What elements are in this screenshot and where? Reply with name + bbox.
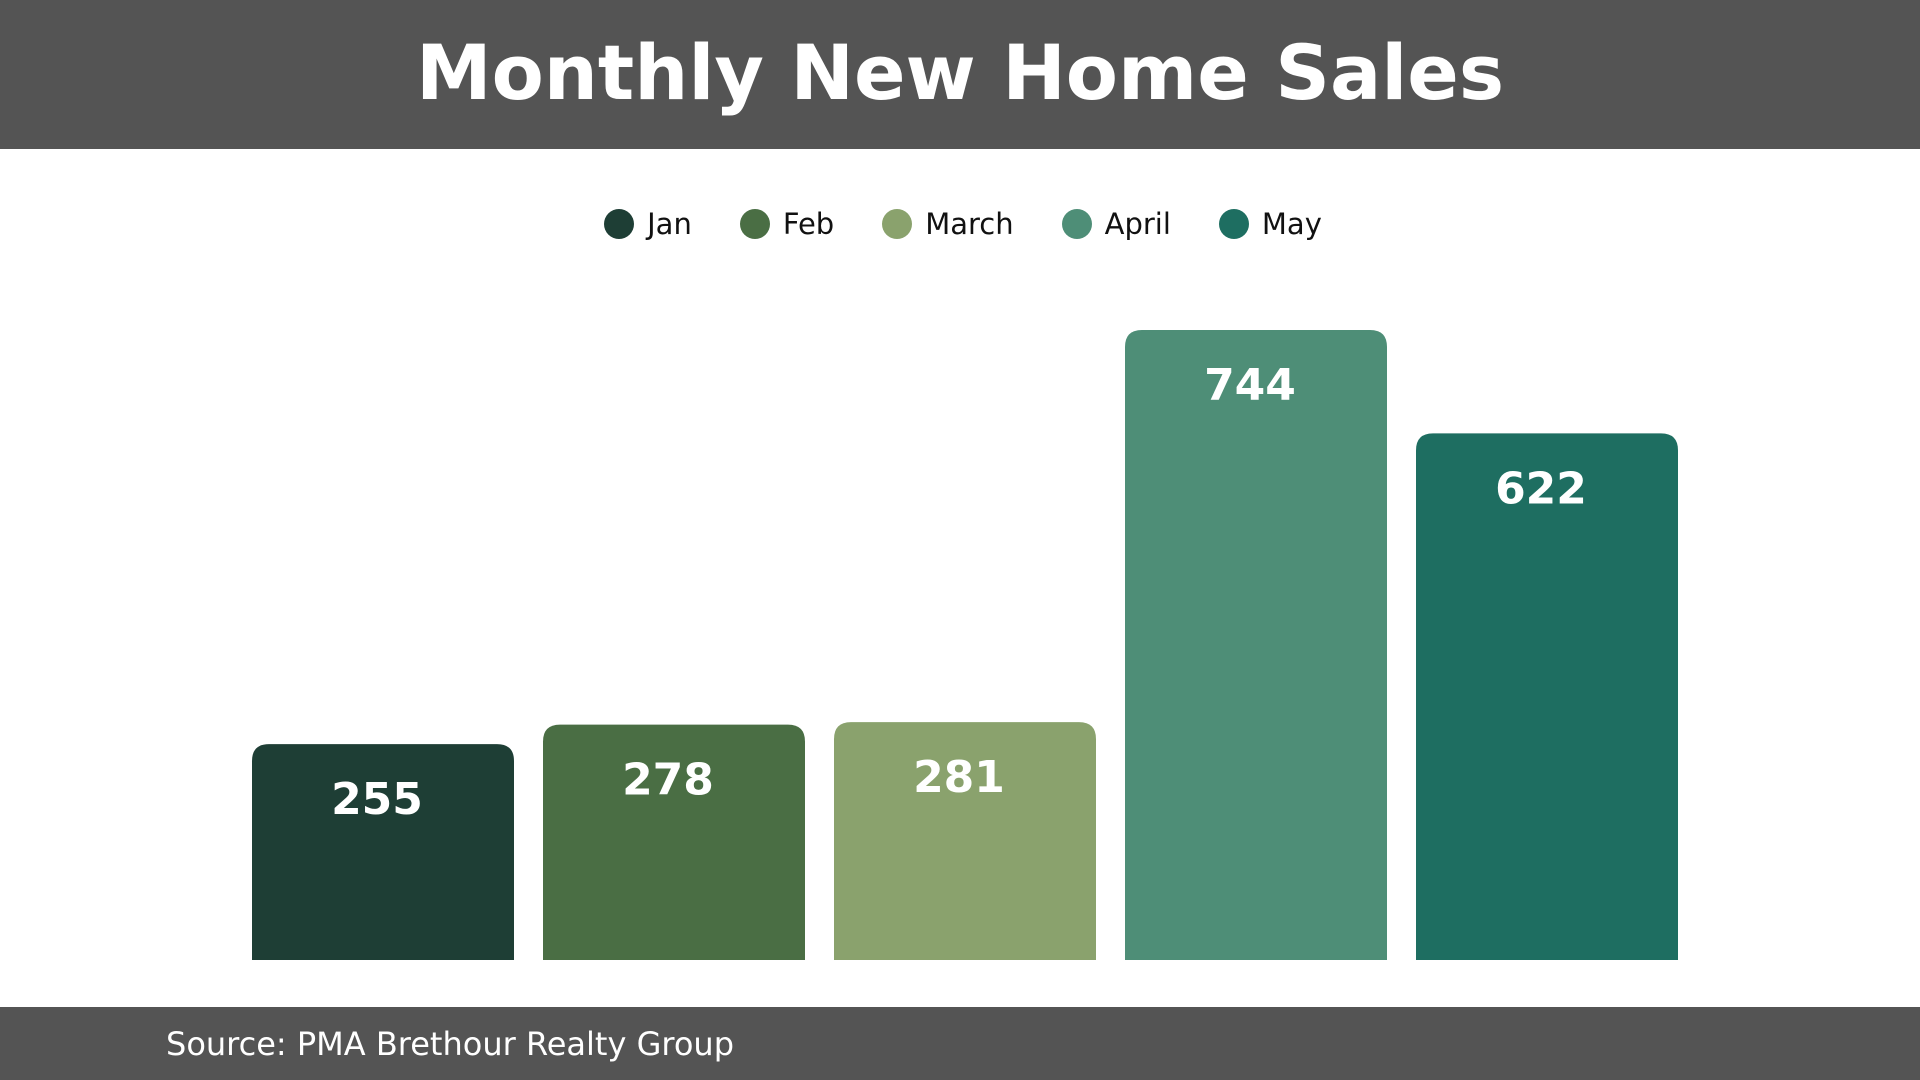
- legend-item-april: April: [1056, 207, 1171, 241]
- legend-label-feb: Feb: [782, 207, 835, 241]
- chart-title: Monthly New Home Sales: [415, 28, 1505, 117]
- legend-item-march: March: [876, 207, 1014, 241]
- legend-label-may: May: [1261, 207, 1322, 241]
- legend-swatch-april: [1061, 209, 1092, 239]
- bar-feb: [543, 724, 805, 960]
- data-label-feb: 278: [622, 755, 714, 806]
- legend-item-jan: Jan: [598, 207, 692, 241]
- data-label-april: 744: [1204, 360, 1296, 411]
- bar-jan: [252, 744, 514, 960]
- legend-item-feb: Feb: [734, 207, 834, 241]
- bar-march: [834, 722, 1096, 960]
- data-label-may: 622: [1495, 463, 1587, 514]
- legend-label-jan: Jan: [647, 207, 692, 241]
- data-label-march: 281: [913, 752, 1005, 803]
- data-label-jan: 255: [331, 774, 423, 825]
- footer-bar: Source: PMA Brethour Realty Group: [0, 1007, 1920, 1080]
- legend-swatch-jan: [604, 209, 635, 239]
- legend-label-april: April: [1104, 207, 1171, 241]
- header-bar: Monthly New Home Sales: [0, 0, 1920, 149]
- bar-april: [1125, 330, 1387, 961]
- legend-label-march: March: [925, 207, 1014, 241]
- legend-swatch-feb: [739, 209, 770, 239]
- legend-item-may: May: [1213, 207, 1322, 241]
- chart-legend: Jan Feb March April May: [0, 204, 1920, 244]
- legend-swatch-march: [882, 209, 913, 239]
- legend-swatch-may: [1218, 209, 1249, 239]
- bar-chart: 255 278 281 744 622: [252, 330, 1678, 961]
- source-note: Source: PMA Brethour Realty Group: [166, 1024, 734, 1063]
- bar-may: [1416, 433, 1678, 960]
